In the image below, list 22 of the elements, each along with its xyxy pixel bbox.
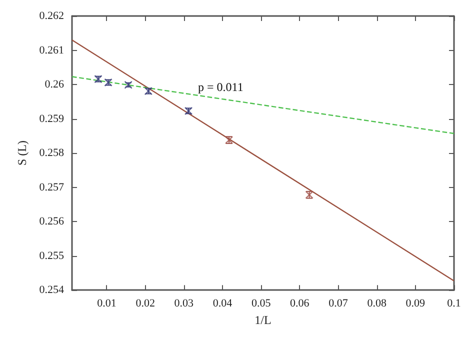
x-tick-label: 0.03: [174, 298, 194, 310]
x-axis-title: 1/L: [254, 313, 272, 327]
y-tick-label: 0.255: [39, 250, 64, 262]
y-axis-title: S (L): [15, 140, 29, 166]
y-tick-label: 0.261: [39, 44, 64, 56]
y-tick-label: 0.254: [39, 284, 64, 296]
y-tick-label: 0.257: [39, 181, 64, 194]
y-tick-label: 0.258: [39, 147, 64, 160]
x-tick-label: 0.09: [406, 298, 426, 310]
x-tick-label: 0.07: [328, 298, 348, 310]
x-tick-label: 0.02: [136, 298, 155, 310]
y-tick-label: 0.256: [39, 216, 64, 228]
x-tick-label: 0.04: [212, 298, 233, 310]
x-tick-label: 0.06: [290, 298, 310, 310]
x-tick-label: 0.01: [97, 298, 116, 310]
annotation: p = 0.011: [198, 80, 244, 94]
y-tick-label: 0.26: [44, 78, 64, 91]
y-tick-label: 0.259: [39, 112, 64, 125]
x-tick-label: 0.05: [251, 298, 272, 310]
x-tick-label: 0.1: [447, 298, 461, 310]
x-tick-label: 0.08: [367, 298, 387, 310]
y-tick-label: 0.262: [39, 10, 64, 22]
